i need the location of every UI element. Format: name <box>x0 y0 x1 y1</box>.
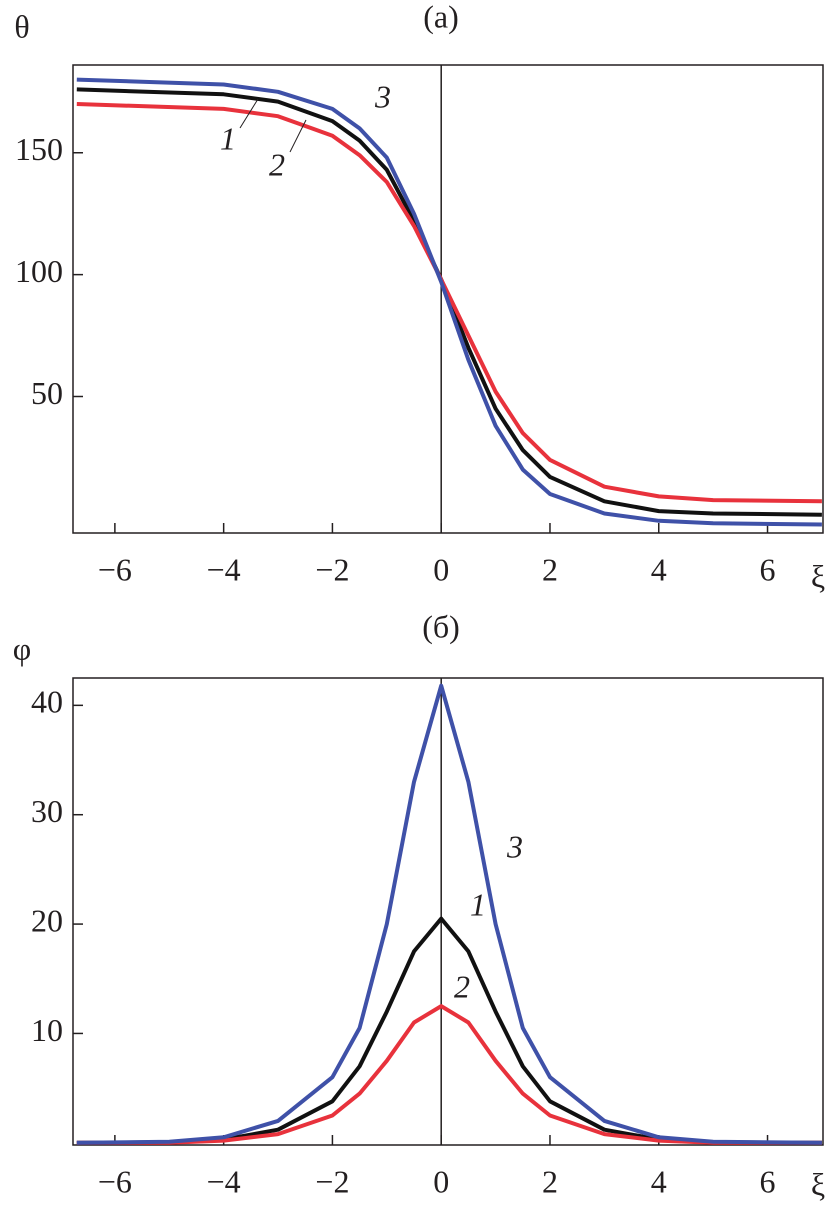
y-tick-label: 150 <box>15 131 63 167</box>
x-tick-label: 2 <box>542 1163 558 1199</box>
y-tick-label: 50 <box>31 375 63 411</box>
chart-title: (a) <box>423 0 459 34</box>
y-tick-label: 20 <box>31 902 63 938</box>
x-tick-label: 2 <box>542 551 558 587</box>
y-tick-label: 100 <box>15 253 63 289</box>
x-tick-label: −4 <box>207 1163 241 1199</box>
x-tick-label: 4 <box>651 1163 667 1199</box>
label-leader <box>239 98 259 129</box>
y-tick-label: 30 <box>31 793 63 829</box>
y-tick-label: 10 <box>31 1012 63 1048</box>
x-tick-label: 6 <box>760 551 776 587</box>
y-tick-label: 40 <box>31 684 63 720</box>
y-axis-label: θ <box>14 8 29 44</box>
x-tick-label: 4 <box>651 551 667 587</box>
x-axis-label: ξ <box>811 558 825 594</box>
x-axis-label: ξ <box>811 1166 825 1202</box>
x-tick-label: −6 <box>98 551 132 587</box>
curve-label: 1 <box>220 120 236 156</box>
x-tick-label: −2 <box>315 1163 349 1199</box>
plot-frame <box>72 64 824 534</box>
curve-label: 2 <box>269 146 285 182</box>
chart-title: (б) <box>422 608 460 644</box>
plot-frame <box>72 677 824 1146</box>
series-line <box>76 683 822 1145</box>
series-line <box>76 102 822 504</box>
x-tick-label: −4 <box>207 551 241 587</box>
y-axis-label: φ <box>13 630 31 666</box>
series-line <box>76 1004 822 1145</box>
series-line <box>76 87 822 517</box>
x-tick-label: 0 <box>433 1163 449 1199</box>
curve-label: 3 <box>374 78 391 114</box>
label-leader <box>289 119 307 153</box>
x-tick-label: −6 <box>98 1163 132 1199</box>
x-tick-label: 0 <box>433 551 449 587</box>
curve-label: 2 <box>454 968 470 1004</box>
series-line <box>76 77 822 527</box>
curve-label: 1 <box>470 886 486 922</box>
x-tick-label: 6 <box>760 1163 776 1199</box>
curve-label: 3 <box>506 828 523 864</box>
series-line <box>76 916 822 1145</box>
x-tick-label: −2 <box>315 551 349 587</box>
